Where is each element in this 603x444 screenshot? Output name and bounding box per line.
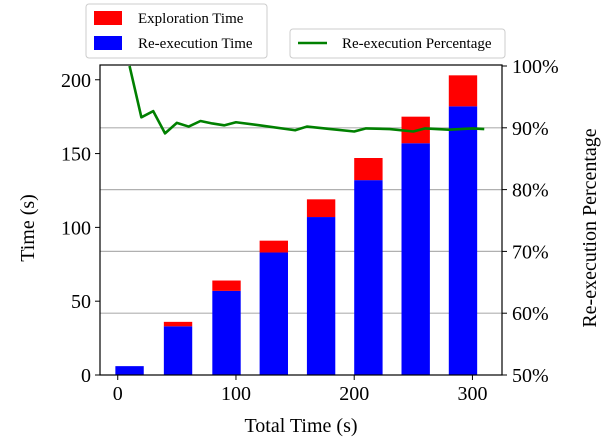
- bar-reexecution: [259, 252, 288, 375]
- bar-exploration: [306, 199, 336, 218]
- bar-exploration: [212, 280, 241, 291]
- x-tick-label: 0: [113, 383, 123, 405]
- legend-line-frame: [289, 28, 506, 59]
- bar-exploration: [448, 75, 478, 107]
- grid-layer: [100, 127, 502, 314]
- axes-layer: 0 100 200 300 0 50 100 150 200 50% 60% 70% 80% 90% 100…: [61, 56, 559, 405]
- legend-bars-frame: [85, 3, 268, 59]
- x-tick-label: 300: [457, 383, 487, 405]
- bar-reexecution: [401, 143, 430, 375]
- y-tick-label: 100: [61, 217, 91, 239]
- legend-label-reexecution: Re-execution Time: [138, 36, 253, 52]
- y-tick-label: 0: [81, 365, 91, 387]
- y2-tick-label: 70%: [512, 241, 549, 263]
- bar-reexecution: [354, 180, 383, 375]
- x-tick-label: 200: [339, 383, 369, 405]
- legend-swatch-exploration: [94, 11, 122, 25]
- legend-label-exploration: Exploration Time: [138, 11, 244, 27]
- bar-reexecution: [212, 290, 241, 375]
- bar-exploration: [354, 158, 383, 181]
- y2-axis-label: Re-execution Percentage: [579, 128, 601, 327]
- y2-tick-label: 100%: [512, 56, 559, 78]
- legend-label-percentage: Re-execution Percentage: [342, 36, 492, 52]
- bar-reexecution: [448, 106, 478, 375]
- bar-exploration: [259, 240, 288, 253]
- bars-layer: [115, 75, 478, 375]
- line-layer: [128, 65, 485, 135]
- x-tick-label: 100: [221, 383, 251, 405]
- plot-frame: [99, 64, 503, 376]
- y-tick-label: 150: [61, 144, 91, 166]
- y-axis-label: Time (s): [17, 194, 39, 262]
- y2-tick-label: 80%: [512, 180, 549, 202]
- y2-tick-label: 60%: [512, 303, 549, 325]
- y2-tick-label: 90%: [512, 118, 549, 140]
- series-line-percentage: [128, 65, 485, 135]
- legend-line: Re-execution Percentage: [289, 28, 506, 59]
- bar-reexecution: [306, 217, 336, 375]
- x-axis-label: Total Time (s): [244, 415, 357, 437]
- bar-reexecution: [115, 366, 144, 375]
- legend-bars: Exploration Time Re-execution Time: [85, 3, 268, 59]
- bar-exploration: [163, 321, 193, 327]
- y-tick-label: 200: [61, 70, 91, 92]
- y-tick-label: 50: [71, 291, 91, 313]
- y2-tick-label: 50%: [512, 365, 549, 387]
- legend-swatch-reexecution: [94, 36, 122, 50]
- bar-reexecution: [163, 326, 193, 375]
